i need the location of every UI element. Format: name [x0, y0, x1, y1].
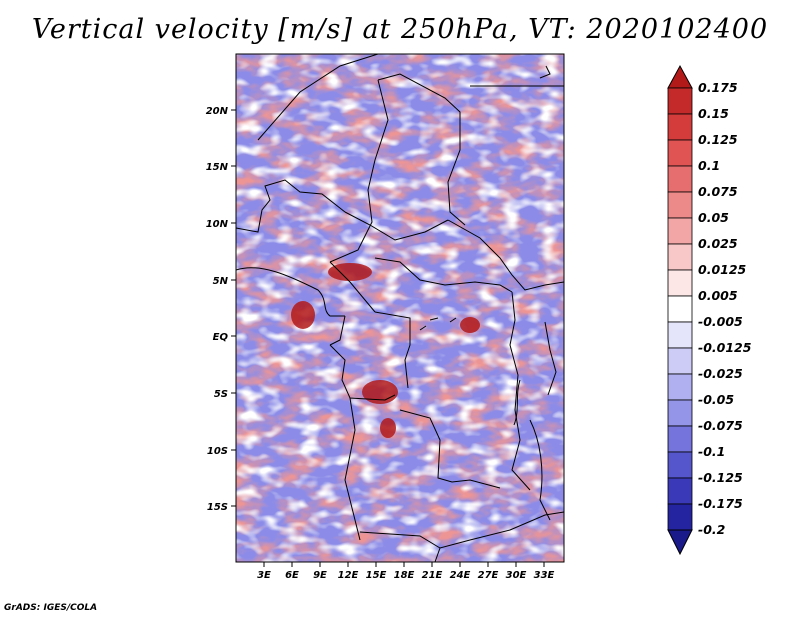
- colorbar-label: -0.175: [698, 496, 743, 511]
- lon-label: 3E: [257, 570, 271, 581]
- lat-label: 10N: [206, 219, 229, 230]
- lon-label: 15E: [366, 570, 387, 581]
- lon-label: 27E: [478, 570, 499, 581]
- lat-label: 15N: [206, 162, 229, 173]
- colorbar-label: 0.025: [698, 236, 738, 251]
- lat-ticks: [231, 109, 236, 507]
- lon-label: 9E: [313, 570, 327, 581]
- colorbar-box: [667, 165, 693, 193]
- colorbar-label: -0.075: [698, 418, 743, 433]
- colorbar-label: 0.175: [698, 80, 738, 95]
- colorbar-box: [667, 373, 693, 401]
- colorbar-label: -0.025: [698, 366, 743, 381]
- lat-label: 10S: [207, 446, 228, 457]
- colorbar-box: [667, 503, 693, 531]
- colorbar-label: 0.1: [698, 158, 720, 173]
- colorbar-label: 0.15: [698, 106, 729, 121]
- colorbar-label: 0.125: [698, 132, 738, 147]
- colorbar-box: [667, 191, 693, 219]
- lon-labels: 3E 6E 9E 12E 15E 18E 21E 24E 27E 30E 33E: [257, 570, 554, 581]
- colorbar-box: [667, 269, 693, 297]
- colorbar-box: [667, 477, 693, 505]
- colorbar-box: [667, 399, 693, 427]
- colorbar-box: [667, 113, 693, 141]
- country-borders: [236, 54, 564, 562]
- credit-label: GrADS: IGES/COLA: [4, 603, 98, 613]
- colorbar: 0.175 0.15 0.125 0.1 0.075 0.05 0.025 0.0125 0.0…: [667, 64, 752, 556]
- lat-label: EQ: [213, 332, 229, 343]
- colorbar-label: -0.05: [698, 392, 734, 407]
- colorbar-box: [667, 295, 693, 323]
- lon-label: 6E: [285, 570, 299, 581]
- colorbar-box: [667, 451, 693, 479]
- colorbar-label: 0.005: [698, 288, 738, 303]
- colorbar-label: 0.0125: [698, 262, 747, 277]
- colorbar-arrow-bottom: [667, 529, 693, 556]
- colorbar-box: [667, 217, 693, 245]
- colorbar-label: -0.1: [698, 444, 725, 459]
- map-title: Vertical velocity [m/s] at 250hPa, VT: 2…: [31, 14, 769, 45]
- lat-label: 5S: [214, 389, 228, 400]
- lon-ticks: [263, 562, 545, 567]
- colorbar-box: [667, 347, 693, 375]
- lat-label: 20N: [206, 106, 229, 117]
- colorbar-arrow-top: [667, 64, 693, 89]
- lat-labels: 20N 15N 10N 5N EQ 5S 10S 15S: [206, 106, 229, 513]
- colorbar-box: [667, 425, 693, 453]
- colorbar-label: 0.05: [698, 210, 729, 225]
- colorbar-box: [667, 87, 693, 115]
- lon-label: 12E: [338, 570, 359, 581]
- strong-ascent-patches: [291, 263, 480, 438]
- lon-label: 33E: [534, 570, 555, 581]
- colorbar-label: 0.075: [698, 184, 738, 199]
- lon-label: 18E: [394, 570, 415, 581]
- colorbar-box: [667, 321, 693, 349]
- colorbar-label: -0.125: [698, 470, 743, 485]
- velocity-field: [236, 54, 564, 562]
- colorbar-box: [667, 139, 693, 167]
- colorbar-label: -0.2: [698, 522, 725, 537]
- lat-label: 5N: [213, 276, 229, 287]
- lon-label: 24E: [450, 570, 471, 581]
- map-frame: [235, 53, 565, 563]
- colorbar-label: -0.0125: [698, 340, 752, 355]
- colorbar-box: [667, 243, 693, 271]
- lon-label: 21E: [422, 570, 443, 581]
- lon-label: 30E: [506, 570, 527, 581]
- colorbar-label: -0.005: [698, 314, 743, 329]
- lat-label: 15S: [207, 502, 228, 513]
